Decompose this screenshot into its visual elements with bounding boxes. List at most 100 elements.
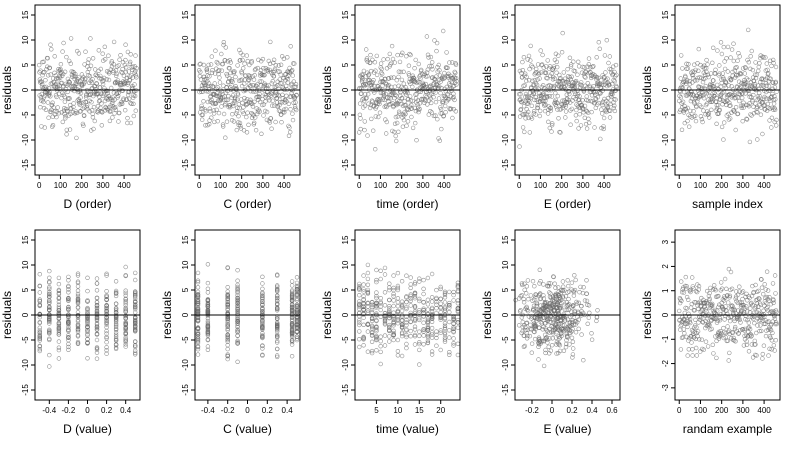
data-point	[563, 109, 569, 114]
data-point	[609, 91, 614, 96]
data-point	[111, 68, 116, 74]
data-point	[536, 99, 541, 105]
data-point	[66, 327, 71, 332]
data-point	[374, 324, 379, 329]
data-point	[592, 125, 597, 130]
x-tick-label: 400	[757, 181, 771, 190]
data-point	[266, 83, 271, 88]
data-point	[704, 90, 709, 96]
data-point	[404, 273, 409, 278]
data-point	[393, 114, 399, 120]
x-tick-label: 100	[534, 181, 548, 190]
data-point	[565, 334, 570, 339]
data-point	[447, 319, 452, 325]
data-point	[731, 306, 737, 312]
data-point	[726, 117, 732, 122]
y-tick-label: 5	[501, 287, 510, 292]
data-point	[395, 300, 401, 305]
data-point	[747, 101, 752, 106]
data-point	[250, 104, 256, 109]
data-point	[104, 336, 109, 341]
y-tick-label: -10	[21, 359, 30, 371]
data-point	[369, 116, 374, 122]
data-point	[98, 108, 104, 114]
data-point	[610, 91, 615, 97]
data-point	[718, 329, 723, 334]
data-point	[586, 120, 592, 126]
data-point	[548, 105, 553, 111]
data-point	[428, 54, 434, 60]
data-point	[371, 77, 376, 83]
data-point	[374, 348, 379, 353]
data-point	[279, 119, 284, 125]
data-point	[262, 72, 267, 78]
x-tick-label: 200	[715, 181, 729, 190]
y-tick-label: 2	[661, 264, 670, 269]
data-point	[268, 116, 274, 121]
data-point	[390, 56, 396, 62]
data-point	[385, 56, 390, 62]
y-axis-title: residuals	[480, 291, 494, 339]
y-tick-label: 0	[501, 312, 510, 317]
data-point	[67, 79, 72, 85]
data-point	[426, 55, 431, 60]
data-point	[770, 86, 775, 92]
data-point	[277, 69, 282, 74]
data-point	[678, 76, 683, 81]
data-point	[539, 306, 545, 312]
data-point	[85, 322, 90, 327]
data-point	[85, 320, 90, 325]
x-axis-title: randam example	[683, 422, 773, 436]
x-tick-label: 200	[395, 181, 409, 190]
data-point	[221, 111, 227, 117]
data-point	[760, 291, 766, 297]
data-point	[244, 114, 249, 120]
data-point	[230, 111, 235, 117]
data-point	[94, 322, 100, 327]
data-point	[404, 305, 409, 310]
data-point	[270, 98, 275, 103]
data-point	[523, 116, 528, 121]
data-point	[685, 91, 691, 97]
data-point	[690, 91, 695, 97]
data-point	[554, 312, 559, 317]
data-point	[205, 286, 211, 291]
data-point	[543, 304, 549, 310]
data-point	[66, 297, 71, 303]
data-point	[713, 334, 718, 339]
data-point	[742, 71, 747, 76]
data-point	[560, 326, 565, 331]
data-point	[67, 80, 73, 85]
data-point	[104, 328, 109, 334]
data-point	[455, 341, 461, 346]
data-point	[75, 279, 81, 284]
data-point	[94, 347, 100, 352]
data-point	[755, 110, 760, 115]
data-point	[100, 79, 105, 84]
data-point	[406, 71, 411, 76]
data-point	[726, 111, 731, 117]
y-tick-label: -5	[341, 111, 350, 119]
data-point	[715, 102, 721, 108]
data-point	[275, 354, 280, 360]
data-point	[608, 67, 614, 72]
data-point	[212, 81, 217, 86]
data-point	[357, 286, 362, 291]
data-point	[768, 98, 773, 103]
data-point	[369, 98, 375, 103]
data-point	[433, 90, 438, 95]
data-point	[567, 91, 572, 97]
data-point	[702, 66, 707, 71]
data-point	[94, 312, 100, 317]
data-point	[377, 110, 383, 115]
data-point	[104, 309, 109, 314]
data-point	[719, 124, 725, 130]
x-tick-label: 200	[715, 406, 729, 415]
data-point	[361, 273, 366, 278]
data-point	[429, 271, 435, 277]
data-point	[547, 125, 552, 131]
data-point	[85, 332, 90, 337]
data-point	[722, 66, 728, 72]
data-point	[530, 279, 536, 284]
data-point	[383, 80, 388, 86]
